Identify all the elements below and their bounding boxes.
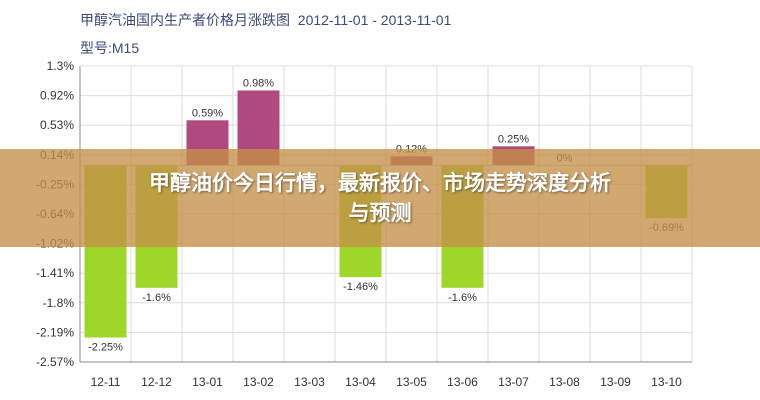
y-tick-label: -1.41% — [36, 266, 74, 280]
y-tick-label: 0.92% — [40, 89, 74, 103]
y-tick-label: 0.53% — [40, 118, 74, 132]
x-tick-label: 13-01 — [192, 375, 223, 389]
x-tick-label: 13-10 — [651, 375, 682, 389]
x-tick-label: 13-03 — [294, 375, 325, 389]
y-tick-label: -2.19% — [36, 325, 74, 339]
y-tick-label: 1.3% — [47, 59, 75, 73]
x-tick-label: 12-12 — [141, 375, 172, 389]
x-tick-label: 13-02 — [243, 375, 274, 389]
data-label-13-01: 0.59% — [192, 107, 223, 119]
chart-title: 甲醇汽油国内生产者价格月涨跌图 — [80, 12, 290, 28]
data-label-12-11: -2.25% — [88, 342, 123, 354]
x-tick-label: 13-05 — [396, 375, 427, 389]
y-tick-label: -1.8% — [43, 296, 75, 310]
x-axis-ticks: 12-11 12-12 13-01 13-02 13-03 13-04 13-05 13-06… — [91, 375, 683, 389]
y-tick-label: -2.57% — [36, 355, 74, 369]
data-label-13-02: 0.98% — [243, 77, 274, 89]
data-label-13-07: 0.25% — [498, 133, 529, 145]
x-tick-label: 12-11 — [91, 375, 121, 389]
data-label-12-12: -1.6% — [142, 292, 171, 304]
x-tick-label: 13-09 — [600, 375, 631, 389]
x-tick-label: 13-04 — [345, 375, 376, 389]
x-tick-label: 13-08 — [549, 375, 580, 389]
chart-model-label: 型号:M15 — [80, 40, 140, 56]
headline-banner: 甲醇油价今日行情，最新报价、市场走势深度分析 与预测 — [0, 149, 760, 247]
headline-line-2: 与预测 — [348, 201, 412, 225]
x-tick-label: 13-06 — [447, 375, 478, 389]
chart-date-range: 2012-11-01 - 2013-11-01 — [297, 12, 452, 28]
headline-line-1: 甲醇油价今日行情，最新报价、市场走势深度分析 — [149, 171, 611, 195]
x-tick-label: 13-07 — [498, 375, 529, 389]
data-label-13-04: -1.46% — [343, 281, 378, 293]
data-label-13-06: -1.6% — [448, 292, 477, 304]
